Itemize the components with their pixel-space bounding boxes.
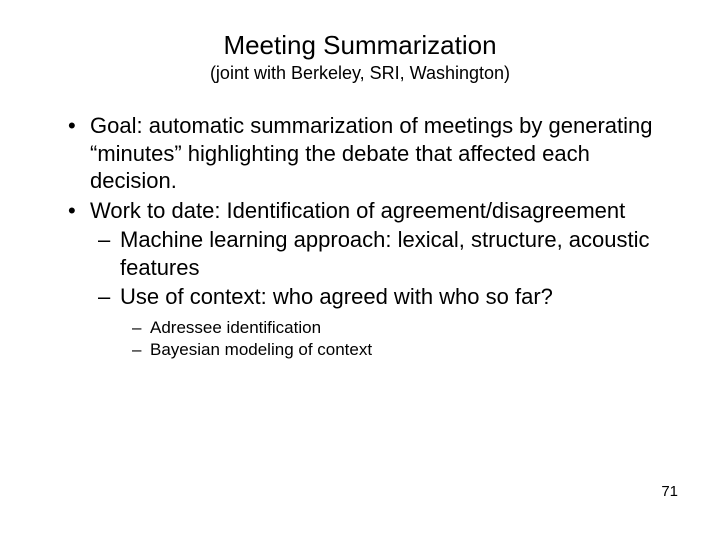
slide-body: Goal: automatic summarization of meeting… <box>50 112 670 361</box>
list-item: Adressee identification <box>132 317 670 339</box>
slide: Meeting Summarization (joint with Berkel… <box>0 0 720 540</box>
title-block: Meeting Summarization (joint with Berkel… <box>50 30 670 84</box>
bullet-text: Use of context: who agreed with who so f… <box>120 284 553 309</box>
slide-title: Meeting Summarization <box>50 30 670 61</box>
list-item: Use of context: who agreed with who so f… <box>96 283 670 361</box>
list-item: Work to date: Identification of agreemen… <box>66 197 670 361</box>
bullet-text: Adressee identification <box>150 318 321 337</box>
list-item: Machine learning approach: lexical, stru… <box>96 226 670 281</box>
slide-subtitle: (joint with Berkeley, SRI, Washington) <box>50 63 670 84</box>
bullet-list: Goal: automatic summarization of meeting… <box>66 112 670 361</box>
list-item: Goal: automatic summarization of meeting… <box>66 112 670 195</box>
bullet-subsublist: Adressee identification Bayesian modelin… <box>120 317 670 361</box>
bullet-sublist: Machine learning approach: lexical, stru… <box>90 226 670 361</box>
bullet-text: Machine learning approach: lexical, stru… <box>120 227 650 280</box>
list-item: Bayesian modeling of context <box>132 339 670 361</box>
page-number: 71 <box>661 483 678 500</box>
bullet-text: Work to date: Identification of agreemen… <box>90 198 625 223</box>
bullet-text: Bayesian modeling of context <box>150 340 372 359</box>
bullet-text: Goal: automatic summarization of meeting… <box>90 113 653 193</box>
